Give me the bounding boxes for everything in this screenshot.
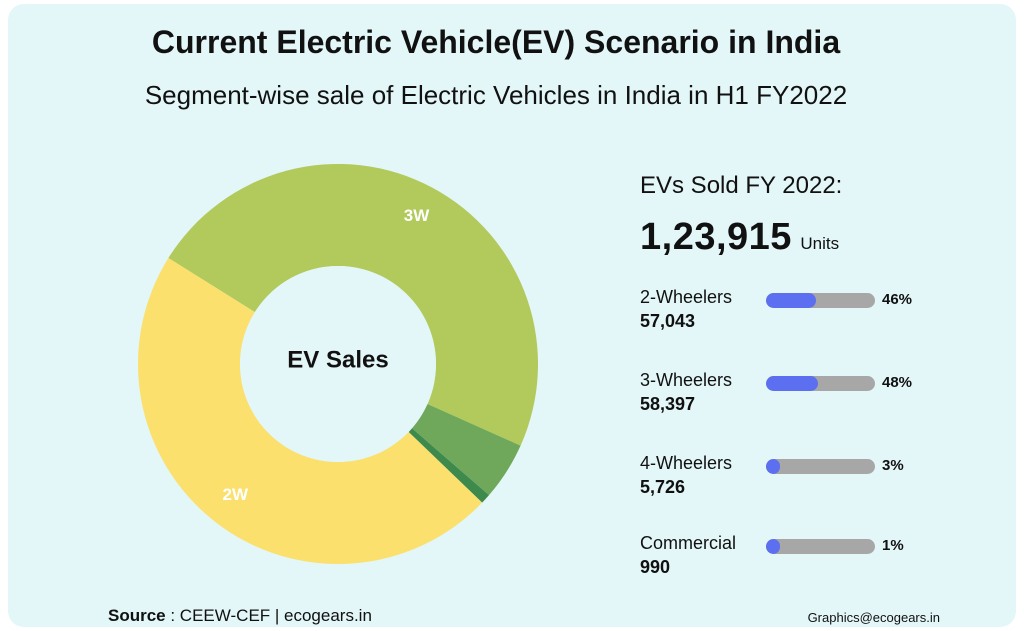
segment-percent: 3% [882, 457, 904, 474]
progress-bar-fill [766, 539, 781, 554]
segment-3-wheelers: 3-Wheelers 58,397 48% [640, 370, 940, 420]
segment-units: 5,726 [640, 477, 686, 497]
segment-units: 57,043 [640, 311, 696, 331]
progress-bar-track [766, 293, 875, 308]
donut-slice-segment-1 [411, 404, 521, 496]
segment-percent: 48% [882, 374, 913, 391]
segment-2-wheelers: 2-Wheelers 57,043 46% [640, 287, 940, 337]
slice-label-2w: 2W [223, 485, 249, 504]
segment-commercial: Commercial 990 1% [640, 533, 940, 583]
footer-source: Source : CEEW-CEF | ecogears.in [108, 606, 372, 626]
donut-chart: 3W 2W EV Sales [138, 163, 538, 564]
segment-units: 990 [640, 557, 671, 577]
segment-label: 2-Wheelers [640, 287, 733, 307]
donut-slice-2w [138, 258, 483, 564]
footer-credit: Graphics@ecogears.in [807, 610, 940, 625]
progress-bar-fill [766, 376, 819, 391]
segment-percent: 46% [882, 291, 913, 308]
ev-total-value: 1,23,915 [640, 216, 792, 258]
ev-total-row: 1,23,915 Units [640, 216, 839, 259]
progress-bar-track [766, 539, 875, 554]
segment-label: Commercial [640, 533, 737, 553]
segment-label: 4-Wheelers [640, 453, 733, 473]
progress-bar-fill [766, 293, 817, 308]
infographic-card: Current Electric Vehicle(EV) Scenario in… [8, 4, 1016, 627]
source-label: Source [108, 606, 166, 625]
chart-title: Current Electric Vehicle(EV) Scenario in… [151, 24, 841, 60]
ev-sold-heading: EVs Sold FY 2022: [640, 172, 843, 199]
ev-total-unit: Units [800, 234, 840, 253]
progress-bar-track [766, 376, 875, 391]
donut-slice-segment-2 [408, 428, 490, 503]
segment-label: 3-Wheelers [640, 370, 733, 390]
progress-bar-track [766, 459, 875, 474]
segment-units: 58,397 [640, 394, 696, 414]
segment-4-wheelers: 4-Wheelers 5,726 3% [640, 453, 940, 503]
chart-subtitle: Segment-wise sale of Electric Vehicles i… [144, 80, 848, 110]
donut-hole [240, 266, 436, 462]
slice-label-3w: 3W [404, 206, 430, 225]
source-text: : CEEW-CEF | ecogears.in [165, 606, 372, 625]
donut-center-label: EV Sales [287, 346, 388, 373]
donut-slice-3w [168, 163, 538, 446]
progress-bar-fill [766, 459, 781, 474]
segment-percent: 1% [882, 537, 904, 554]
